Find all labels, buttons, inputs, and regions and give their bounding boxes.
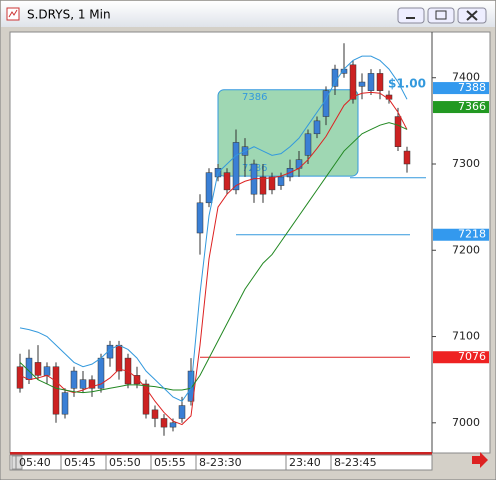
candle-body xyxy=(268,176,276,191)
x-tick-label: 05:55 xyxy=(154,456,186,469)
candle-body xyxy=(34,362,42,376)
minimize-button[interactable] xyxy=(397,7,425,24)
candle-body xyxy=(133,375,141,385)
y-tick-label: 7400 xyxy=(452,71,480,84)
price-tag xyxy=(433,82,489,95)
y-tick-label: 7000 xyxy=(452,416,480,429)
plot: 7000710072007300740073867286$1.007388736… xyxy=(16,43,489,436)
x-axis-band xyxy=(9,454,433,471)
scroll-handle[interactable] xyxy=(11,455,23,470)
price-tag-label: 7366 xyxy=(458,100,486,113)
timeline-bar xyxy=(10,452,432,455)
price-tag xyxy=(433,101,489,114)
x-tick-label: 05:45 xyxy=(64,456,96,469)
indicator-line xyxy=(19,55,408,402)
maximize-button[interactable] xyxy=(427,7,455,24)
window-buttons xyxy=(397,7,487,24)
candle-body xyxy=(205,172,213,204)
app-icon-glyph xyxy=(8,9,18,18)
candle-body xyxy=(151,409,159,419)
candle-body xyxy=(61,392,69,415)
candle-body xyxy=(79,379,87,389)
candle-body xyxy=(43,366,51,376)
candle-body xyxy=(313,120,321,135)
close-icon xyxy=(466,10,478,21)
x-tick-label: 8-23:45 xyxy=(334,456,377,469)
price-tag-label: 7218 xyxy=(458,228,486,241)
indicator-line xyxy=(19,91,408,426)
candle-body xyxy=(304,133,312,156)
indicator-line xyxy=(19,122,408,394)
x-tick-label: 8-23:30 xyxy=(199,456,242,469)
y-tick-label: 7300 xyxy=(452,157,480,170)
candle-body xyxy=(70,370,78,389)
candle-body xyxy=(277,176,285,186)
candle-body xyxy=(385,94,393,100)
candle-body xyxy=(394,116,402,147)
x-tick-label: 05:40 xyxy=(19,456,51,469)
candle-body xyxy=(178,405,186,419)
candle-body xyxy=(331,68,339,87)
x-tick-label: 05:50 xyxy=(109,456,141,469)
x-tick-label: 23:40 xyxy=(289,456,321,469)
y-tick-label: 7200 xyxy=(452,243,480,256)
candle-body xyxy=(295,159,303,169)
price-tag xyxy=(433,228,489,241)
candle-body xyxy=(376,73,384,91)
candle-body xyxy=(16,366,24,389)
candle-body xyxy=(169,422,177,428)
candle-body xyxy=(367,73,375,91)
candle-body xyxy=(106,344,114,359)
candle-body xyxy=(196,202,204,234)
box-top-label: 7386 xyxy=(242,92,267,103)
candle-body xyxy=(142,383,150,415)
window-title: S.DRYS, 1 Min xyxy=(27,8,111,22)
annotation: $1.00 xyxy=(388,76,426,90)
y-tick-label: 7100 xyxy=(452,330,480,343)
candle-body xyxy=(403,150,411,165)
candle-body xyxy=(223,172,231,191)
price-tag-label: 7076 xyxy=(458,350,486,363)
candle-body xyxy=(160,418,168,428)
price-tag-label: 7388 xyxy=(458,81,486,94)
candle-body xyxy=(232,142,240,191)
maximize-icon xyxy=(435,10,447,20)
candle-body xyxy=(115,344,123,372)
scroll-right-arrow[interactable] xyxy=(472,452,488,468)
candle-body xyxy=(259,176,267,195)
candle-body xyxy=(52,366,60,415)
candle-body xyxy=(349,64,357,100)
candle-body xyxy=(88,379,96,389)
price-tag xyxy=(433,351,489,364)
candle-body xyxy=(358,81,366,87)
